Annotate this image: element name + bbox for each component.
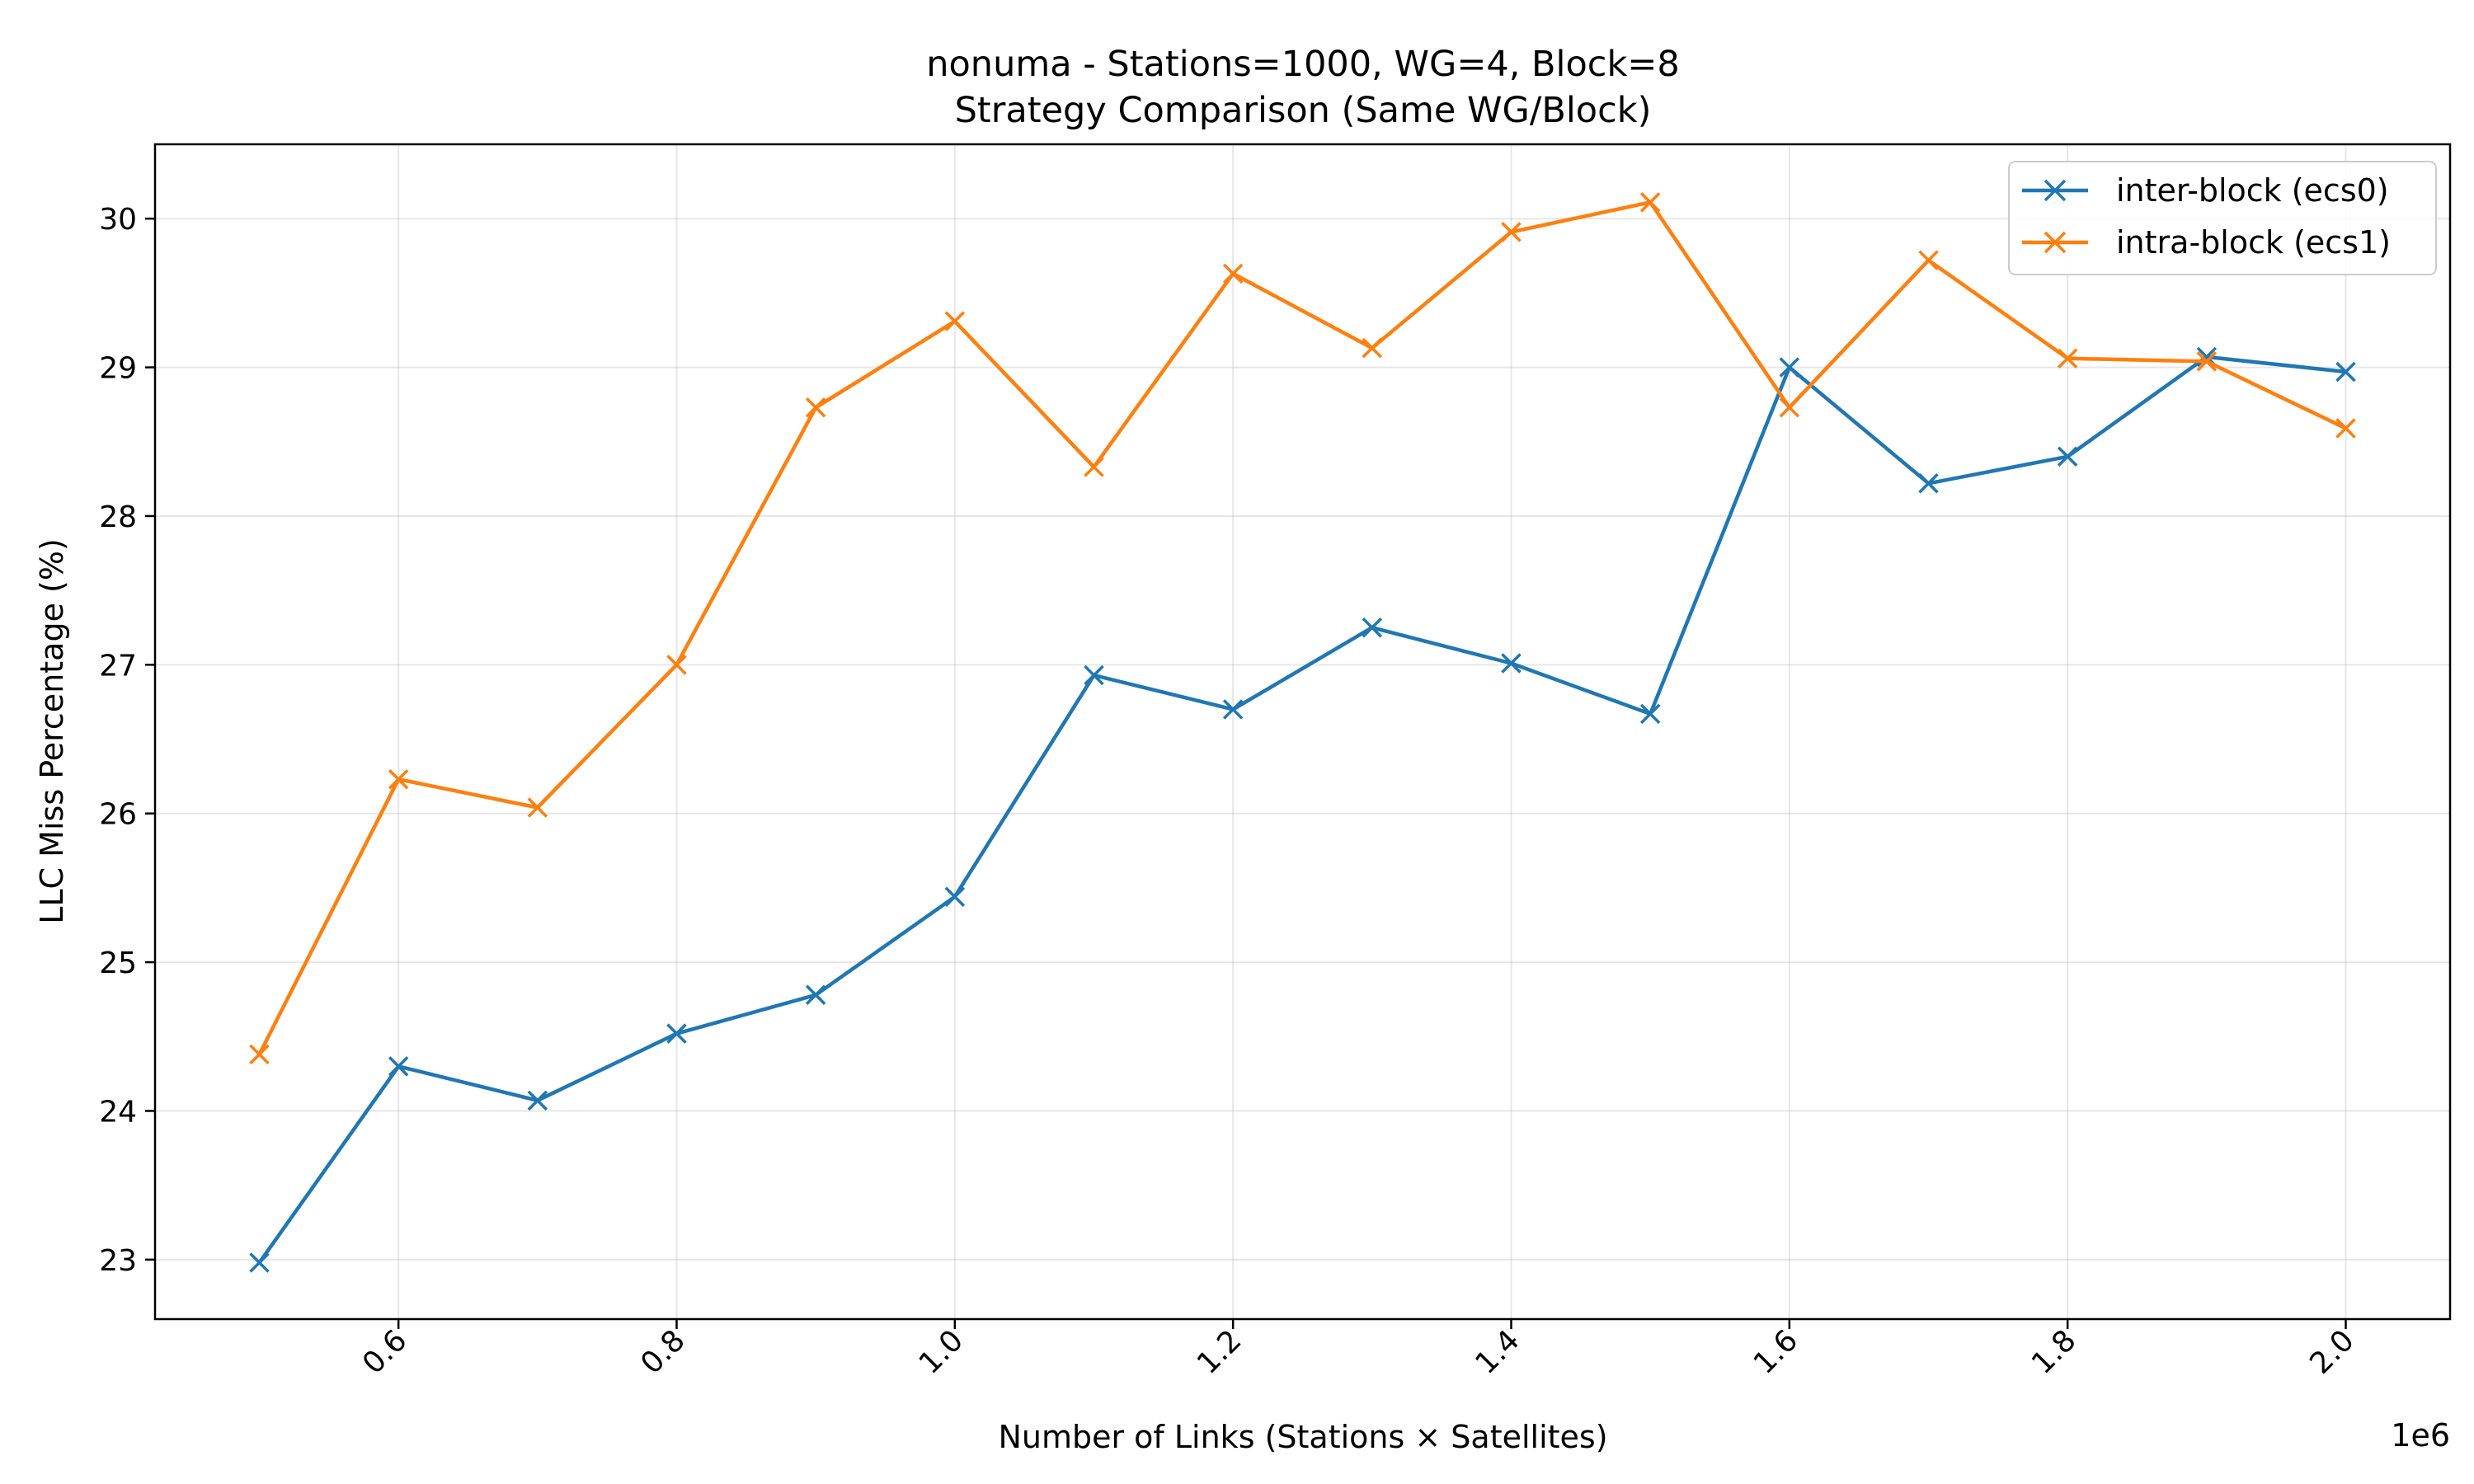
data-point-inter-block [1222,699,1244,720]
data-point-intra-block [1084,457,1104,477]
legend-label-inter-block: inter-block (ecs0) [2116,172,2389,209]
data-point-inter-block [527,1090,548,1111]
data-point-intra-block [1222,263,1244,284]
y-tick-label: 28 [99,500,137,534]
y-tick-label: 23 [99,1244,137,1278]
data-point-intra-block [805,397,826,418]
chart-title: nonuma - Stations=1000, WG=4, Block=8 [926,44,1679,85]
legend-marker-intra-block [2044,231,2067,254]
y-tick-label: 29 [99,352,137,386]
x-axis-label: Number of Links (Stations × Satellites) [998,1419,1607,1455]
data-point-intra-block [249,1044,270,1065]
data-point-intra-block [388,768,409,790]
legend-box [2008,161,2437,275]
data-point-intra-block [1779,397,1800,418]
data-point-intra-block [527,797,548,818]
data-point-inter-block [944,886,966,907]
series-line-intra-block [257,200,2348,1057]
data-point-inter-block [1501,653,1522,674]
legend-marker-inter-block [2044,179,2067,202]
data-point-intra-block [2057,348,2078,369]
data-point-inter-block [2335,361,2356,383]
data-point-inter-block [1779,357,1800,378]
y-tick-label: 25 [99,946,137,980]
chart-subtitle: Strategy Comparison (Same WG/Block) [955,90,1652,131]
legend: inter-block (ecs0) intra-block (ecs1) [2008,161,2437,275]
legend-label-intra-block: intra-block (ecs1) [2116,224,2391,261]
y-axis-label: LLC Miss Percentage (%) [34,538,70,924]
data-point-inter-block [1084,665,1104,686]
y-tick-label: 24 [99,1095,137,1129]
y-tick-label: 26 [99,798,137,832]
y-tick-label: 27 [99,649,137,683]
data-point-inter-block [1918,473,1939,494]
data-point-inter-block [388,1056,409,1077]
plot-area-frame [153,143,2452,1321]
data-point-intra-block [666,655,687,675]
grid [155,144,2450,1319]
series-line-inter-block [257,355,2348,1265]
y-axis-ticks: 23 24 25 26 27 28 29 30 [99,203,155,1278]
y-tick-label: 30 [99,203,137,237]
data-point-intra-block [1918,250,1939,270]
data-point-inter-block [1362,617,1383,638]
data-point-intra-block [2335,418,2356,439]
data-point-inter-block [805,984,826,1006]
data-point-inter-block [2057,446,2078,467]
data-point-intra-block [2196,351,2218,372]
data-point-inter-block [666,1023,687,1044]
data-point-inter-block [249,1252,270,1273]
data-point-intra-block [1362,337,1383,359]
data-point-intra-block [944,311,966,331]
series-intra-block [249,192,2356,1065]
series-layer [249,192,2356,1273]
x-axis-offset-label: 1e6 [2391,1417,2450,1453]
data-point-intra-block [1501,222,1522,242]
data-point-intra-block [1639,192,1661,213]
data-point-inter-block [1639,703,1661,725]
series-inter-block [249,346,2356,1273]
